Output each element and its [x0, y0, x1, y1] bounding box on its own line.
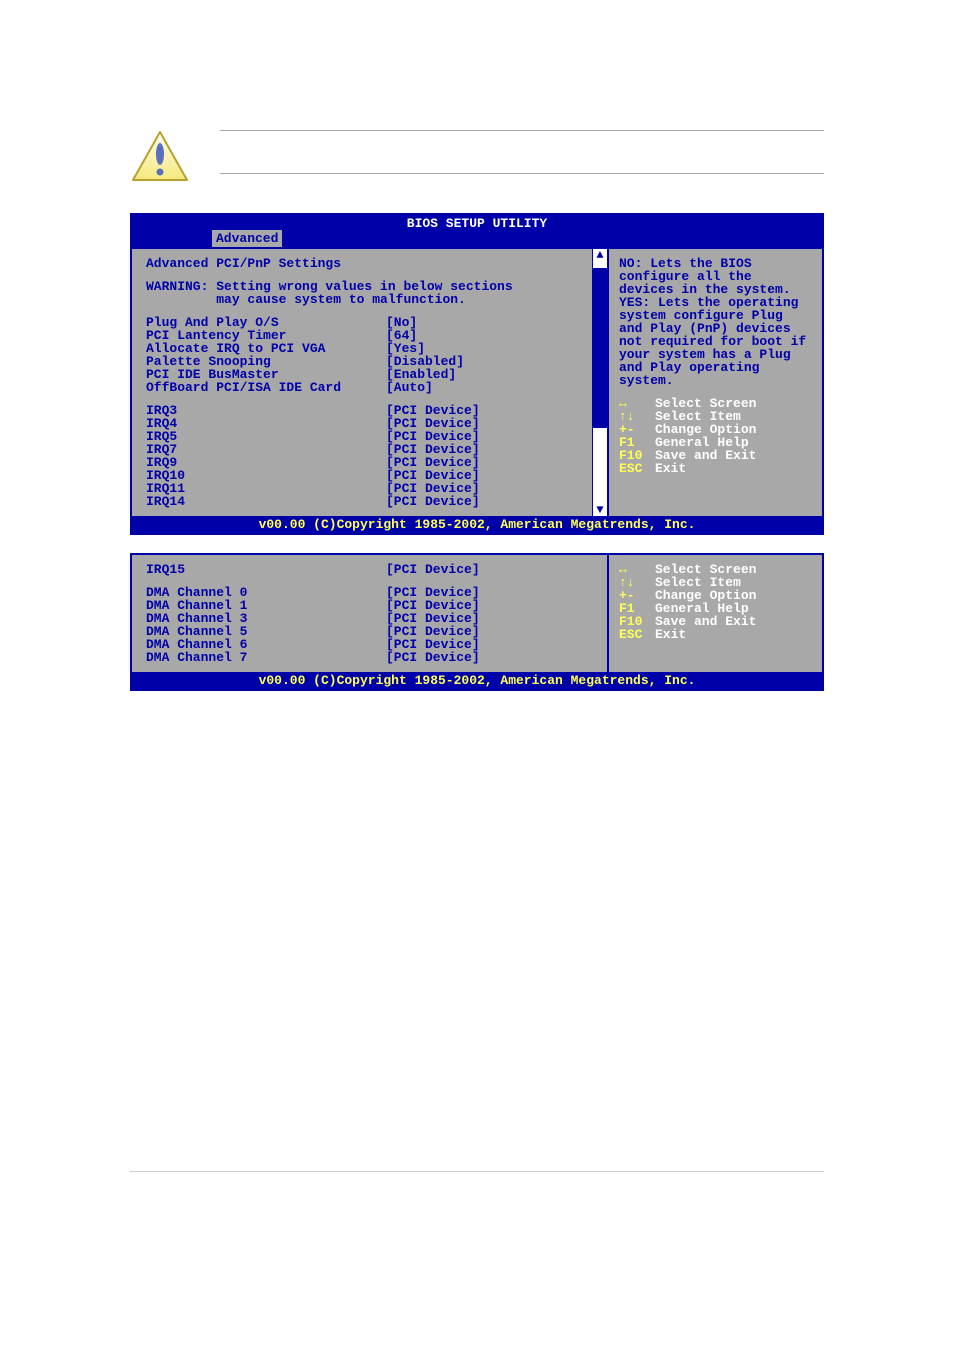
setting-row[interactable]: OffBoard PCI/ISA IDE Card[Auto] [146, 381, 601, 394]
setting-label: DMA Channel 7 [146, 651, 386, 664]
caution-icon [130, 130, 190, 185]
bios-left-panel: Advanced PCI/PnP Settings WARNING: Setti… [132, 249, 607, 516]
setting-value[interactable]: [PCI Device] [386, 563, 480, 576]
setting-row[interactable]: IRQ10[PCI Device] [146, 469, 601, 482]
setting-row[interactable]: IRQ9[PCI Device] [146, 456, 601, 469]
scroll-up-arrow-icon[interactable]: ▲ [593, 249, 607, 261]
tab-advanced[interactable]: Advanced [212, 230, 282, 247]
bios-copyright: v00.00 (C)Copyright 1985-2002, American … [132, 516, 822, 533]
setting-label: IRQ3 [146, 404, 386, 417]
help-key-row: F10Save and Exit [619, 449, 814, 462]
setting-row[interactable]: IRQ3[PCI Device] [146, 404, 601, 417]
bios-screenshot-top: BIOS SETUP UTILITY Advanced Advanced PCI… [130, 213, 824, 535]
bios-screenshot-bottom: IRQ15[PCI Device] DMA Channel 0[PCI Devi… [130, 553, 824, 691]
setting-row[interactable]: IRQ4[PCI Device] [146, 417, 601, 430]
setting-value[interactable]: [PCI Device] [386, 651, 480, 664]
setting-label: IRQ15 [146, 563, 386, 576]
setting-value[interactable]: [Auto] [386, 381, 433, 394]
bios-copyright-2: v00.00 (C)Copyright 1985-2002, American … [132, 672, 822, 689]
scroll-down-arrow-icon[interactable]: ▼ [593, 504, 607, 516]
setting-row[interactable]: IRQ15[PCI Device] [146, 563, 601, 576]
setting-row[interactable]: DMA Channel 7[PCI Device] [146, 651, 601, 664]
help-key-row: F10Save and Exit [619, 615, 814, 628]
setting-label: OffBoard PCI/ISA IDE Card [146, 381, 386, 394]
setting-row[interactable]: IRQ11[PCI Device] [146, 482, 601, 495]
setting-label: IRQ7 [146, 443, 386, 456]
help-text: NO: Lets the BIOS configure all the devi… [619, 257, 814, 387]
bios-tabs: Advanced [132, 232, 822, 247]
setting-label: IRQ14 [146, 495, 386, 508]
setting-value[interactable]: [PCI Device] [386, 495, 480, 508]
help-key: ESC [619, 462, 655, 475]
help-key: ESC [619, 628, 655, 641]
help-key-row: ESCExit [619, 628, 814, 641]
setting-label: IRQ5 [146, 430, 386, 443]
setting-label: IRQ4 [146, 417, 386, 430]
page-footer-divider [130, 1171, 824, 1172]
bios-left-panel-2: IRQ15[PCI Device] DMA Channel 0[PCI Devi… [132, 555, 607, 672]
scrollbar[interactable]: ▲ ▼ [592, 249, 607, 516]
setting-row[interactable]: IRQ5[PCI Device] [146, 430, 601, 443]
setting-row[interactable]: IRQ7[PCI Device] [146, 443, 601, 456]
warning-line-2: may cause system to malfunction. [146, 293, 601, 306]
help-key-row: ESCExit [619, 462, 814, 475]
bios-help-panel: NO: Lets the BIOS configure all the devi… [607, 249, 822, 516]
help-key-text: Exit [655, 461, 686, 476]
help-key-text: Exit [655, 627, 686, 642]
heading: Advanced PCI/PnP Settings [146, 257, 601, 270]
setting-row[interactable]: IRQ14[PCI Device] [146, 495, 601, 508]
bios-help-panel-2: ↔Select Screen↑↓Select Item+-Change Opti… [607, 555, 822, 672]
